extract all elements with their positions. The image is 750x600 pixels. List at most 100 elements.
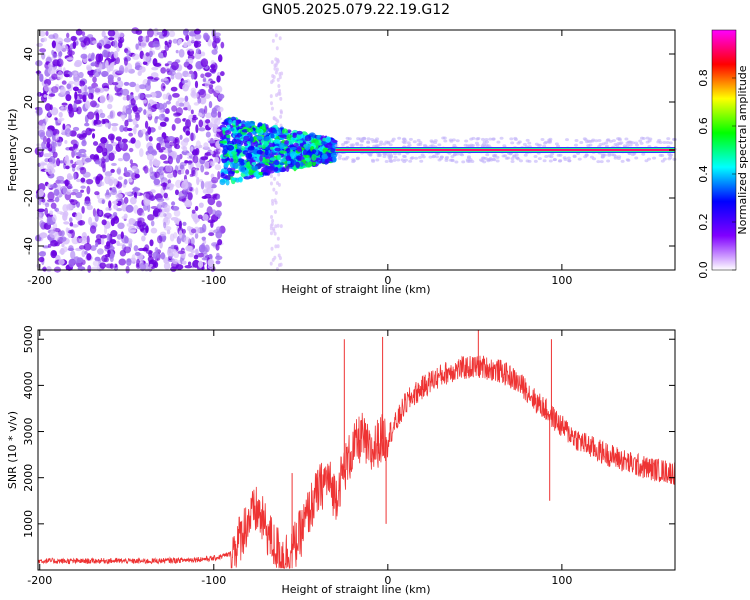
heatmap-cell [485, 153, 490, 157]
heatmap-cell [54, 196, 60, 203]
heatmap-cell [200, 58, 209, 68]
heatmap-cell [58, 111, 63, 118]
heatmap-cell [72, 40, 77, 49]
heatmap-cell [433, 139, 438, 143]
heatmap-cell [235, 139, 241, 144]
heatmap-cell [594, 139, 599, 143]
heatmap-cell [662, 140, 667, 144]
heatmap-cell [246, 141, 251, 145]
heatmap-cell [607, 152, 612, 156]
heatmap-cell [665, 140, 670, 144]
heatmap-cell [170, 61, 179, 71]
heatmap-cell [200, 156, 209, 161]
heatmap-cell [269, 226, 273, 231]
heatmap-cell [264, 158, 270, 163]
heatmap-cell [60, 247, 65, 256]
heatmap-cell [533, 159, 538, 163]
heatmap-cell [165, 165, 173, 173]
heatmap-cell [510, 159, 515, 163]
heatmap-cell [111, 126, 118, 132]
heatmap-cell [211, 107, 217, 114]
heatmap-cell [549, 155, 554, 159]
heatmap-cell [87, 86, 93, 90]
heatmap-cell [42, 123, 46, 131]
heatmap-cell [108, 152, 115, 162]
heatmap-cell [513, 138, 518, 142]
heatmap-cell [152, 210, 159, 218]
heatmap-cell [225, 179, 230, 186]
heatmap-cell [279, 134, 287, 138]
heatmap-cell [222, 148, 228, 155]
heatmap-cell [190, 237, 195, 246]
heatmap-cell [262, 132, 270, 136]
heatmap-cell [64, 179, 69, 187]
heatmap-cell [154, 116, 159, 120]
heatmap-cell [54, 207, 60, 213]
heatmap-cell [238, 176, 243, 183]
heatmap-cell [91, 266, 100, 271]
heatmap-cell [67, 229, 74, 234]
heatmap-cell [198, 127, 206, 132]
heatmap-cell [101, 70, 109, 77]
heatmap-cell [466, 159, 471, 163]
heatmap-cell [94, 213, 99, 223]
heatmap-cell [191, 149, 199, 156]
heatmap-cell [163, 204, 171, 213]
heatmap-cell [236, 143, 242, 150]
heatmap-cell [430, 140, 435, 144]
heatmap-cell [214, 210, 222, 218]
heatmap-cell [73, 256, 80, 264]
heatmap-cell [232, 162, 239, 169]
heatmap-cell [193, 254, 199, 260]
heatmap-cell [126, 50, 132, 57]
heatmap-cell [401, 154, 406, 158]
heatmap-cell [158, 201, 163, 206]
heatmap-cell [185, 34, 190, 42]
heatmap-cell [210, 64, 216, 69]
heatmap-cell [207, 258, 215, 267]
heatmap-cell [182, 221, 187, 226]
heatmap-cell [397, 152, 402, 156]
heatmap-cell [194, 248, 199, 254]
heatmap-cell [638, 139, 643, 143]
heatmap-cell [120, 111, 126, 116]
heatmap-cell [167, 146, 172, 154]
heatmap-cell [42, 266, 47, 272]
heatmap-cell [202, 214, 209, 221]
heatmap-cell [108, 200, 112, 209]
heatmap-cell [582, 137, 587, 141]
heatmap-cell [208, 100, 213, 109]
heatmap-cell [590, 139, 595, 143]
heatmap-cell [293, 142, 299, 147]
heatmap-cell [544, 140, 549, 144]
heatmap-cell [139, 148, 144, 158]
heatmap-cell [86, 235, 90, 245]
heatmap-cell [271, 218, 275, 223]
heatmap-cell [277, 182, 281, 187]
heatmap-cell [96, 248, 104, 255]
heatmap-cell [64, 139, 68, 144]
heatmap-cell [159, 154, 167, 161]
heatmap-cell [620, 159, 625, 163]
heatmap-cell [173, 251, 180, 259]
heatmap-y-axis-label: Frequency (Hz) [6, 109, 19, 192]
heatmap-cell [451, 138, 456, 142]
heatmap-cell [375, 137, 380, 141]
heatmap-cell [194, 168, 198, 178]
heatmap-cell [110, 122, 119, 127]
heatmap-cell [370, 137, 375, 141]
heatmap-cell [355, 143, 360, 147]
heatmap-cell [102, 49, 108, 58]
heatmap-cell [276, 236, 280, 241]
heatmap-cell [107, 94, 114, 103]
heatmap-cell [256, 149, 263, 155]
heatmap-x-tick-label: -100 [201, 274, 226, 287]
heatmap-cell [269, 181, 273, 186]
heatmap-cell [279, 162, 285, 166]
chart-title: GN05.2025.079.22.19.G12 [262, 2, 450, 18]
colorbar-tick-label: 0.2 [697, 213, 710, 231]
heatmap-cell [168, 30, 176, 38]
heatmap-cell [187, 57, 194, 65]
heatmap-cell [652, 156, 657, 160]
heatmap-cell [240, 146, 246, 151]
